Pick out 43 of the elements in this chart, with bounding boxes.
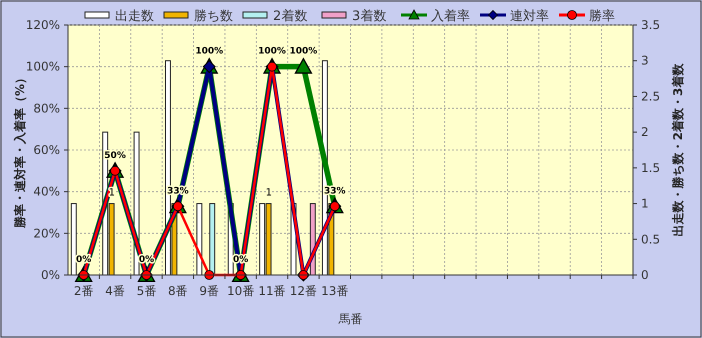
data-label: 100%: [258, 46, 286, 57]
point: [294, 58, 312, 74]
x-tick-label: 11番: [258, 284, 286, 298]
data-label: 0%: [138, 255, 154, 265]
bar: [196, 203, 202, 276]
legend-label: 2着数: [273, 8, 308, 24]
y2-axis-title: 出走数・勝ち数・2着数・3着数: [671, 62, 685, 236]
data-label: 100%: [195, 46, 224, 57]
legend-label: 出走数: [115, 9, 154, 24]
y-tick-label: 80%: [33, 101, 60, 116]
data-label: 0%: [233, 255, 248, 265]
bar: [70, 203, 77, 276]
data-label: 1: [266, 188, 272, 199]
y-tick-label: 0%: [40, 268, 60, 282]
y2-tick-label: 0: [641, 268, 649, 282]
x-tick-label: 8番: [168, 284, 188, 298]
x-tick-label: 9番: [199, 284, 220, 298]
y2-tick-label: 2: [641, 125, 649, 140]
x-tick-label: 4番: [105, 284, 125, 298]
y-tick-label: 40%: [33, 184, 60, 199]
x-tick-label: 13番: [321, 284, 348, 298]
y-axis-title: 勝率・連対率・入着率（%）: [13, 72, 27, 230]
x-tick-label: 10番: [227, 284, 254, 298]
legend-label: 入着率: [431, 8, 470, 24]
x-tick-label: 5番: [136, 284, 156, 298]
legend-label: 連対率: [510, 8, 549, 24]
legend-label: 勝ち数: [194, 9, 233, 24]
y-tick-label: 120%: [26, 18, 60, 32]
legend-label: 勝率: [589, 8, 615, 24]
x-axis-title: 馬番: [338, 312, 362, 326]
data-label: 100%: [290, 46, 318, 57]
y-tick-label: 60%: [33, 143, 60, 157]
x-tick-label: 2番: [74, 284, 94, 298]
y-tick-label: 20%: [33, 226, 60, 240]
y2-tick-label: 1.5: [641, 160, 660, 175]
y2-tick-label: 3: [641, 54, 649, 68]
y2-tick-label: 0.5: [641, 232, 660, 246]
y2-tick-label: 3.5: [641, 18, 660, 32]
x-tick-label: 12番: [290, 284, 318, 298]
legend-label: 3着数: [352, 8, 386, 24]
y2-tick-label: 2.5: [641, 89, 660, 104]
y2-tick-label: 1: [641, 196, 649, 211]
y-tick-label: 100%: [26, 60, 60, 74]
